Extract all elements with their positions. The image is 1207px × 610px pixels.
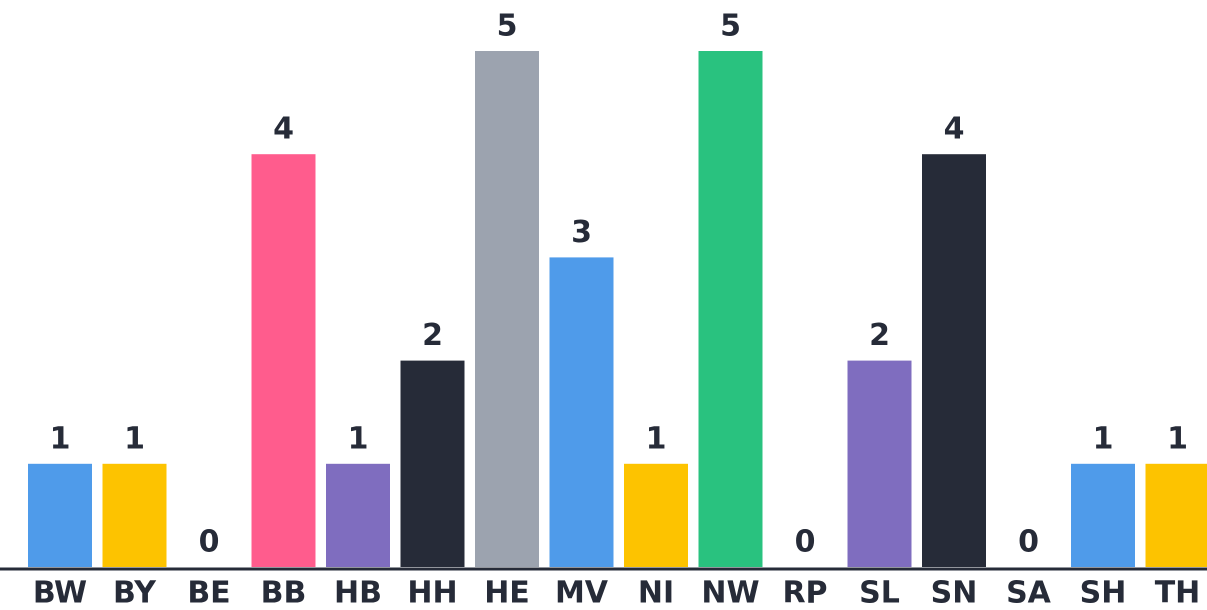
x-tick-label: SN xyxy=(931,576,978,610)
bar xyxy=(624,463,688,567)
x-tick-label: NW xyxy=(701,576,759,610)
bar xyxy=(28,463,92,567)
value-label: 0 xyxy=(1018,525,1039,560)
bar xyxy=(847,360,912,567)
bar xyxy=(400,360,465,567)
x-tick-label: NI xyxy=(638,576,674,610)
x-tick-label: HE xyxy=(484,576,530,610)
x-tick-label: MV xyxy=(555,576,609,610)
x-tick-label: HH xyxy=(407,576,457,610)
value-label: 0 xyxy=(199,525,220,560)
bar xyxy=(922,154,986,567)
x-tick-label: BW xyxy=(33,576,87,610)
x-tick-label: SL xyxy=(859,576,900,610)
value-label: 1 xyxy=(348,421,369,456)
value-label: 3 xyxy=(571,215,592,250)
x-tick-label: SA xyxy=(1006,576,1052,610)
bar xyxy=(326,463,390,567)
value-label: 1 xyxy=(50,421,71,456)
value-label: 1 xyxy=(1167,421,1188,456)
bar xyxy=(1071,463,1135,567)
value-label: 5 xyxy=(497,9,518,44)
x-tick-label: BY xyxy=(113,576,157,610)
bar xyxy=(475,51,539,567)
bar xyxy=(698,51,763,567)
bar xyxy=(251,154,316,567)
x-tick-label: BB xyxy=(261,576,307,610)
bar xyxy=(1145,463,1207,567)
value-label: 1 xyxy=(646,421,667,456)
value-label: 4 xyxy=(944,112,965,147)
x-tick-label: HB xyxy=(334,576,382,610)
x-tick-label: RP xyxy=(782,576,827,610)
value-label: 1 xyxy=(124,421,145,456)
value-label: 0 xyxy=(795,525,816,560)
value-label: 1 xyxy=(1093,421,1114,456)
value-label: 5 xyxy=(720,9,741,44)
value-label: 2 xyxy=(869,318,890,353)
x-tick-label: SH xyxy=(1080,576,1127,610)
x-tick-label: BE xyxy=(187,576,230,610)
value-label: 2 xyxy=(422,318,443,353)
value-label: 4 xyxy=(273,112,294,147)
x-tick-label: TH xyxy=(1155,576,1201,610)
bar xyxy=(102,463,167,567)
bar xyxy=(549,257,614,567)
